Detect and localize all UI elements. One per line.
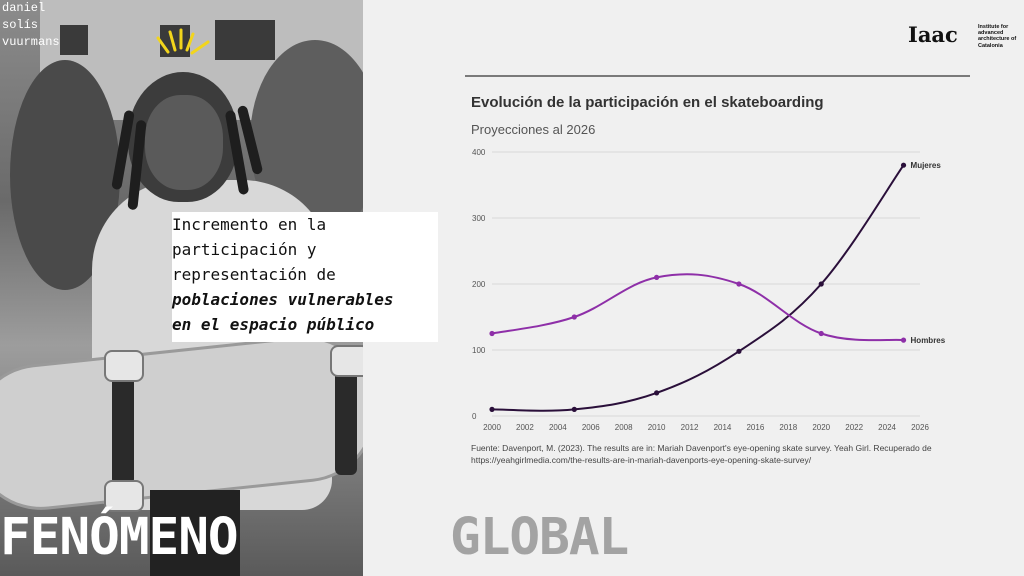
- x-tick-label: 2020: [812, 423, 830, 432]
- data-point: [489, 406, 495, 412]
- skateboard-wheel: [330, 345, 363, 377]
- headline-left: FENÓMENO: [0, 508, 239, 567]
- y-tick-label: 300: [472, 214, 486, 223]
- x-tick-label: 2002: [516, 423, 534, 432]
- x-tick-label: 2006: [582, 423, 600, 432]
- logo-text: Institute for advanced architecture of C…: [978, 24, 1017, 49]
- chart-series: Mujeres Hombres: [489, 161, 946, 412]
- callout-line: representación de: [172, 265, 336, 284]
- skateboard-truck: [335, 355, 357, 475]
- skateboard-truck: [112, 365, 134, 485]
- data-point: [654, 390, 660, 396]
- y-tick-label: 400: [472, 148, 486, 157]
- data-point: [736, 281, 742, 287]
- x-tick-label: 2026: [911, 423, 929, 432]
- x-tick-label: 2014: [714, 423, 732, 432]
- series-label: Mujeres: [911, 161, 942, 170]
- sparkle-rays-icon: [156, 28, 210, 55]
- data-point: [654, 274, 660, 280]
- headline-right: GLOBAL: [450, 508, 629, 567]
- chart-title: Evolución de la participación en el skat…: [471, 94, 824, 111]
- data-point: [489, 330, 495, 337]
- window: [60, 25, 88, 55]
- window: [215, 20, 275, 60]
- source-citation: Fuente: Davenport, M. (2023). The result…: [471, 443, 932, 465]
- x-tick-label: 2004: [549, 423, 567, 432]
- series-line: [491, 273, 904, 342]
- data-point: [571, 406, 577, 412]
- y-tick-label: 100: [472, 346, 486, 355]
- logo-mark: Iaac: [908, 22, 958, 47]
- divider: [465, 75, 970, 77]
- data-point: [900, 337, 907, 343]
- y-tick-label: 200: [472, 280, 486, 289]
- data-point: [818, 330, 824, 337]
- callout-line: participación y: [172, 240, 317, 259]
- skateboard-wheel: [104, 350, 144, 382]
- data-point: [736, 348, 742, 354]
- x-tick-label: 2000: [483, 423, 501, 432]
- photo-credit: daniel solís vuurmans: [2, 1, 60, 49]
- y-axis: 0 100 200 300 400: [472, 148, 486, 421]
- x-tick-label: 2010: [648, 423, 666, 432]
- callout-box: Incremento en la participación y represe…: [172, 212, 438, 342]
- callout-emphasis: poblaciones vulnerables: [172, 290, 394, 309]
- x-tick-label: 2022: [845, 423, 863, 432]
- callout-line: Incremento en la: [172, 215, 327, 234]
- face: [145, 95, 223, 190]
- skateboard-wheel: [104, 480, 144, 512]
- y-tick-label: 0: [472, 412, 477, 421]
- window: [160, 25, 190, 57]
- x-tick-label: 2018: [779, 423, 797, 432]
- data-point: [900, 162, 907, 168]
- x-axis: 2000 2002 2004 2006 2008 2010 2012 2014 2016 2018…: [483, 423, 929, 432]
- data-point: [818, 281, 824, 287]
- series-line: [491, 164, 905, 412]
- x-tick-label: 2024: [878, 423, 896, 432]
- legs: [150, 490, 240, 576]
- chart-grid: [492, 151, 920, 417]
- data-point: [571, 314, 577, 320]
- series-label: Hombres: [911, 336, 946, 345]
- chart-subtitle: Proyecciones al 2026: [471, 122, 596, 137]
- x-tick-label: 2016: [746, 423, 764, 432]
- callout-emphasis: en el espacio público: [172, 315, 375, 334]
- x-tick-label: 2012: [681, 423, 699, 432]
- x-tick-label: 2008: [615, 423, 633, 432]
